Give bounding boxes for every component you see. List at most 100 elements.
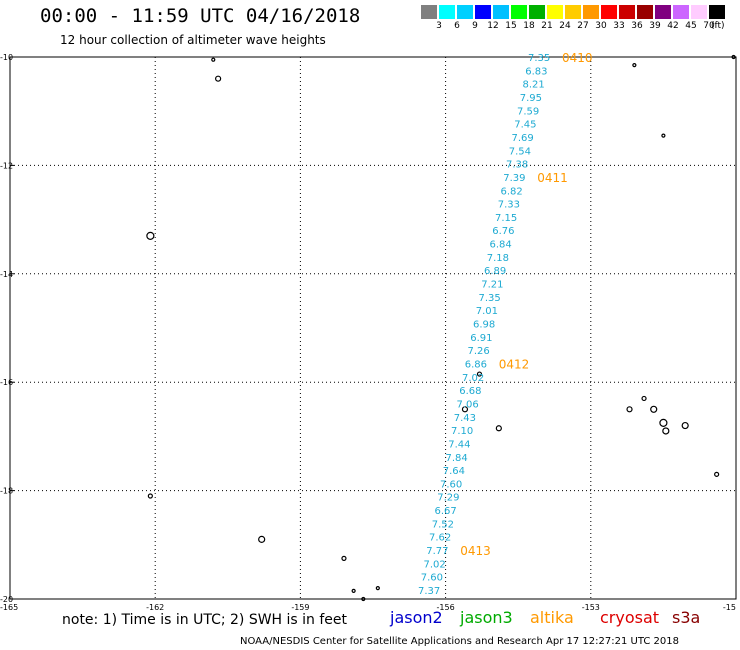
island-outline [211,57,216,62]
wave-height-label: 7.18 [487,253,509,264]
wave-height-label: 7.60 [440,479,462,490]
wave-height-label: 7.35 [528,53,550,64]
island-outline [361,596,366,602]
wave-height-label: 6.86 [465,359,487,370]
wave-height-label: 6.76 [492,226,514,237]
lat-tick-label: -12 [0,161,13,170]
color-swatch [547,5,564,19]
color-tick-label: 9 [472,21,478,31]
color-tick-label: 27 [577,21,589,31]
longitude-axis: -165 -162 -159 -156 -153 -15 [0,603,736,612]
wave-height-label: 6.84 [490,240,512,251]
color-tick-label: 33 [613,21,625,31]
color-swatch [619,5,636,19]
island-outline [632,63,637,68]
color-tick-label: 3 [436,21,442,31]
color-swatch [583,5,600,19]
color-tick-label: 45 [685,21,697,31]
satellite-track: 7.35 6.83 8.21 7.95 7.59 7.45 7.69 7.54 7.38 7.39… [418,51,593,597]
wave-height-label: 6.67 [435,506,457,517]
satellite-legend-jason3: jason3 [460,608,513,627]
wave-height-label: 7.77 [426,546,448,557]
wave-height-label: 7.43 [454,413,476,424]
island-outlines [146,54,736,602]
island-outline [351,588,356,593]
wave-height-label: 7.01 [476,306,498,317]
island-outline [731,54,736,60]
wave-height-label: 7.37 [418,586,440,597]
wave-height-label: 7.29 [437,493,459,504]
wave-height-label: 7.64 [443,466,465,477]
lon-tick-label: -159 [291,603,309,612]
lon-tick-label: -153 [582,603,600,612]
wave-height-label: 7.69 [512,133,534,144]
color-swatch [439,5,456,19]
color-swatch [565,5,582,19]
wave-height-label: 7.95 [520,93,542,104]
lat-tick-label: -10 [0,53,13,62]
latitude-axis: -10 -12 -14 -16 -18 -20 [0,53,14,604]
island-outline [662,427,670,435]
color-swatch [493,5,510,19]
wave-height-label: 7.60 [421,573,443,584]
wave-height-label: 7.44 [448,439,470,450]
wave-height-label: 7.54 [509,146,531,157]
chart-subtitle: 12 hour collection of altimeter wave hei… [60,33,326,47]
color-tick-label: 30 [595,21,607,31]
lon-tick-label: -15 [723,603,736,612]
color-tick-label: 21 [541,21,553,31]
color-tick-label: 15 [505,21,517,31]
wave-height-label: 7.45 [514,120,536,131]
island-outline [476,371,483,377]
lat-tick-label: -14 [0,270,13,279]
color-swatch [511,5,528,19]
pass-time-label: 0411 [537,171,568,185]
pass-time-label: 0410 [562,51,593,65]
island-outline [650,405,658,413]
color-tick-label: 18 [523,21,535,31]
island-outline [661,133,666,138]
island-outline [681,421,689,430]
island-outline [375,586,380,591]
wave-height-label: 7.02 [462,373,484,384]
wave-height-label: 7.59 [517,106,539,117]
wave-height-label: 6.82 [501,186,523,197]
color-swatch [475,5,492,19]
wave-height-label: 7.10 [451,426,473,437]
island-outline [341,555,347,561]
lat-tick-label: -20 [0,595,13,604]
wave-height-label: 7.84 [446,453,468,464]
color-tick-label: 70 [703,21,715,31]
island-outline [147,493,153,499]
color-tick-label: 24 [559,21,571,31]
island-outline [626,406,633,413]
wave-height-label: 7.39 [503,173,525,184]
color-swatch [673,5,690,19]
color-swatch [709,5,726,19]
color-swatch [529,5,546,19]
island-outline [714,471,720,477]
wave-height-label: 8.21 [523,80,545,91]
wave-height-label: 6.89 [484,266,506,277]
color-tick-label: 36 [631,21,643,31]
note-text: note: 1) Time is in UTC; 2) SWH is in fe… [62,612,348,628]
color-tick-label: 42 [667,21,679,31]
wave-height-label: 7.33 [498,200,520,211]
lat-tick-label: -16 [0,378,13,387]
wave-height-label: 7.62 [429,533,451,544]
lon-tick-label: -162 [146,603,164,612]
satellite-legend-altika: altika [530,608,574,627]
color-tick-label: 12 [487,21,499,31]
wave-height-label: 6.83 [525,66,547,77]
wave-height-label: 7.35 [479,293,501,304]
chart-title: 00:00 - 11:59 UTC 04/16/2018 [40,5,361,27]
wave-height-label: 7.38 [506,160,528,171]
color-swatch [691,5,708,19]
pass-time-label: 0413 [460,544,491,558]
color-swatch [457,5,474,19]
map-frame [9,56,737,600]
color-swatch [421,5,438,19]
satellite-legend-cryosat: cryosat [600,608,660,627]
wave-height-label: 7.52 [432,519,454,530]
